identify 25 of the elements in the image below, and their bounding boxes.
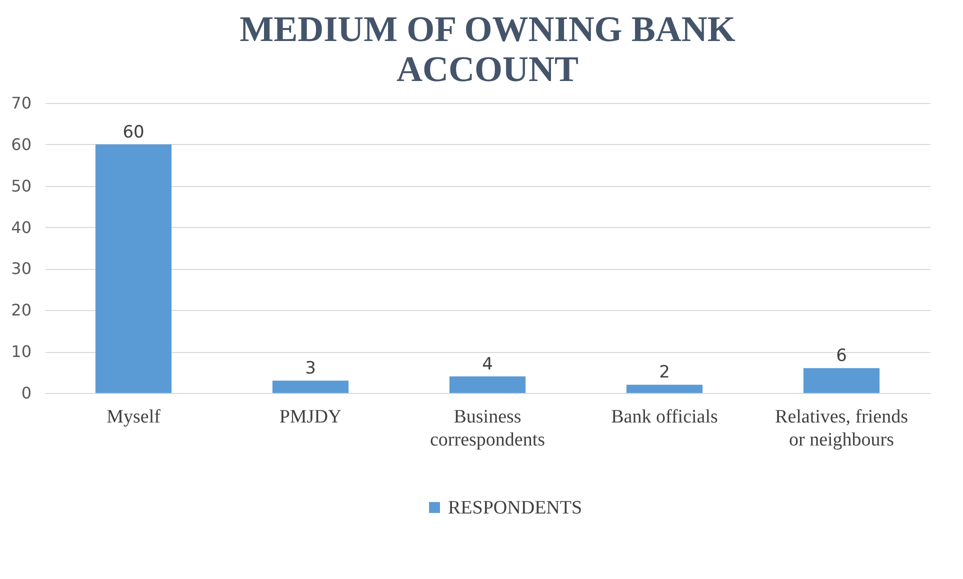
data-label: 60 (122, 122, 144, 142)
y-tick-label: 10 (11, 342, 32, 362)
bar (449, 376, 526, 393)
data-label: 3 (305, 358, 316, 379)
y-tick-label: 40 (11, 218, 32, 237)
bar (95, 144, 172, 393)
y-tick-label: 30 (11, 259, 32, 278)
bar (272, 380, 349, 393)
y-tick-label: 60 (11, 134, 32, 154)
data-label: 2 (659, 362, 670, 383)
chart-title: MEDIUM OF OWNING BANK ACCOUNT (240, 9, 736, 89)
x-tick-label: Relatives, friends or neighbours (775, 406, 908, 450)
bar (626, 384, 703, 393)
y-tick-label: 70 (11, 94, 32, 112)
y-tick-label: 20 (11, 300, 32, 320)
y-tick-label: 50 (11, 176, 32, 196)
x-tick-label: Business correspondents (430, 406, 546, 450)
x-tick-label: Myself (106, 406, 162, 428)
x-tick-label: Bank officials (611, 406, 718, 428)
x-tick-label: PMJDY (279, 406, 342, 428)
data-label: 6 (836, 346, 847, 366)
legend-label: RESPONDENTS (448, 498, 582, 518)
bar (803, 368, 880, 393)
y-tick-label: 0 (21, 384, 32, 402)
data-label: 4 (482, 354, 493, 374)
